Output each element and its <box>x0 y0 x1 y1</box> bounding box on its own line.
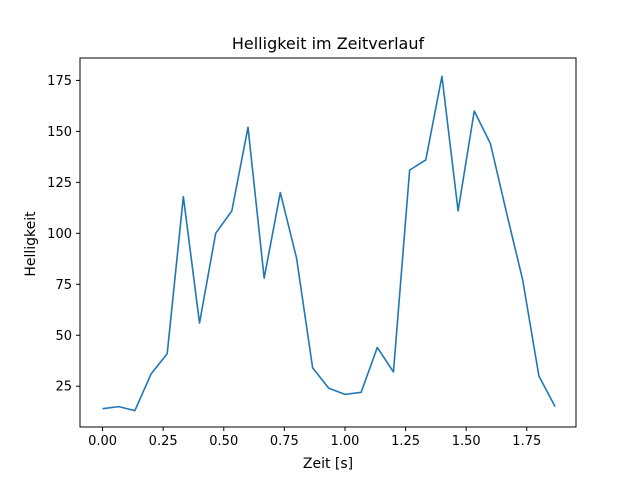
y-tick-label: 100 <box>47 227 72 242</box>
x-axis-ticks: 0.00 0.25 0.50 0.75 1.00 1.25 1.50 1.75 <box>88 427 541 449</box>
chart-title: Helligkeit im Zeitverlauf <box>232 34 425 53</box>
x-tick-label: 1.25 <box>391 434 420 449</box>
y-axis-label: Helligkeit <box>23 211 39 277</box>
series-line <box>102 75 556 412</box>
x-tick-label: 0.75 <box>270 434 299 449</box>
y-tick-label: 75 <box>55 278 72 293</box>
x-tick-label: 1.50 <box>452 434 481 449</box>
x-tick-label: 1.75 <box>512 434 541 449</box>
y-tick-label: 125 <box>47 176 72 191</box>
y-tick-label: 150 <box>47 125 72 140</box>
plot-area <box>79 57 577 428</box>
y-tick-label: 25 <box>55 380 72 395</box>
y-tick-label: 175 <box>47 74 72 89</box>
x-tick-label: 0.00 <box>88 434 117 449</box>
x-tick-label: 0.25 <box>149 434 178 449</box>
x-axis-label: Zeit [s] <box>303 456 353 472</box>
x-tick-label: 0.50 <box>209 434 238 449</box>
y-axis-ticks: 25 50 75 100 125 150 175 <box>47 74 80 395</box>
x-tick-label: 1.00 <box>330 434 359 449</box>
y-tick-label: 50 <box>55 329 72 344</box>
plot-frame <box>79 57 577 428</box>
